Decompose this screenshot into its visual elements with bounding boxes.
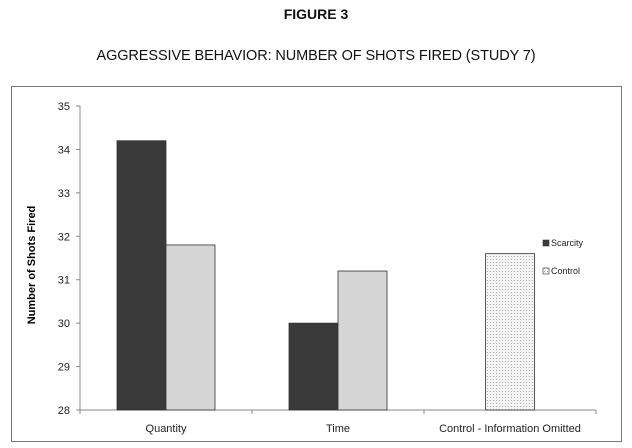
legend-swatch-control xyxy=(542,267,550,275)
y-tick-label: 34 xyxy=(58,144,70,156)
y-tick-label: 33 xyxy=(58,188,70,200)
figure-title: AGGRESSIVE BEHAVIOR: NUMBER OF SHOTS FIR… xyxy=(96,48,536,64)
legend-label-scarcity: Scarcity xyxy=(551,238,584,248)
y-tick-label: 35 xyxy=(58,101,70,113)
chart-frame xyxy=(11,86,622,442)
y-tick-label: 28 xyxy=(58,405,70,417)
y-tick-label: 32 xyxy=(58,231,70,243)
y-tick-label: 29 xyxy=(58,362,70,374)
bar-control xyxy=(337,270,388,411)
bar-control xyxy=(165,244,216,411)
x-category-label: Control - Information Omitted xyxy=(439,423,581,435)
y-axis-label: Number of Shots Fired xyxy=(26,206,38,325)
legend-swatch-scarcity xyxy=(542,239,550,247)
legend-label-control: Control xyxy=(551,266,580,276)
bar-scarcity xyxy=(288,322,339,411)
x-category-label: Quantity xyxy=(146,423,187,435)
y-tick-label: 30 xyxy=(58,318,70,330)
bar-control-information-omitted xyxy=(485,253,535,411)
figure-label: FIGURE 3 xyxy=(283,6,349,22)
bar-scarcity xyxy=(116,140,167,411)
y-tick-label: 31 xyxy=(58,275,70,287)
x-category-label: Time xyxy=(326,423,350,435)
